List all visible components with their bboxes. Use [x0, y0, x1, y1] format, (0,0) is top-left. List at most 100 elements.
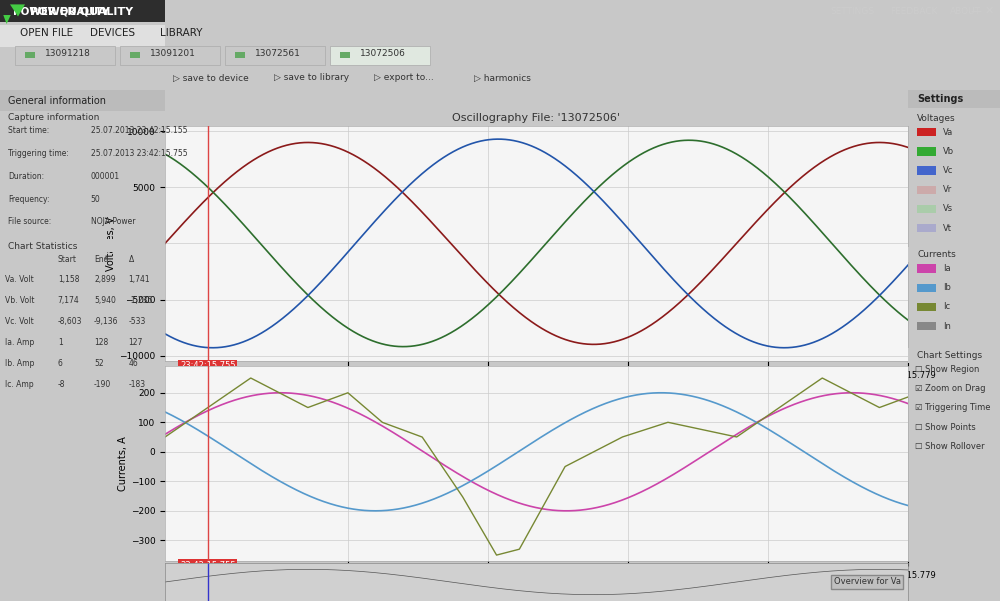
Bar — [0, 239, 165, 252]
Text: DEVICES: DEVICES — [90, 28, 135, 38]
Text: 13072561: 13072561 — [255, 49, 301, 58]
Bar — [120, 46, 220, 65]
Text: Δ: Δ — [129, 255, 134, 264]
Bar — [917, 166, 936, 175]
Text: POWER QUALITY: POWER QUALITY — [13, 6, 110, 16]
Bar — [908, 248, 1000, 263]
Bar — [917, 224, 936, 233]
Bar — [908, 349, 1000, 364]
Text: ▷ harmonics: ▷ harmonics — [474, 73, 531, 82]
Text: LIBRARY: LIBRARY — [160, 28, 203, 38]
Bar — [0, 111, 165, 123]
Text: SETTINGS: SETTINGS — [830, 7, 874, 16]
Bar — [0, 0, 165, 22]
Text: 13091218: 13091218 — [45, 49, 91, 58]
Text: ▷ save to library: ▷ save to library — [274, 73, 349, 82]
Bar — [917, 128, 936, 136]
Text: 127: 127 — [129, 338, 143, 347]
Bar — [917, 264, 936, 273]
Text: Frequency:: Frequency: — [8, 195, 50, 204]
Text: ☑ Zoom on Drag: ☑ Zoom on Drag — [915, 384, 986, 393]
Text: -183: -183 — [129, 380, 146, 389]
Text: Va: Va — [943, 127, 953, 136]
Text: 52: 52 — [94, 359, 104, 368]
Bar — [917, 205, 936, 213]
Text: ☑ Triggering Time: ☑ Triggering Time — [915, 403, 991, 412]
Text: ☐ Show Rollover: ☐ Show Rollover — [915, 442, 985, 451]
Bar — [330, 46, 430, 65]
Text: Ia: Ia — [943, 264, 951, 273]
Text: Currents: Currents — [917, 250, 956, 259]
Text: ☐ Show Region: ☐ Show Region — [915, 365, 980, 374]
Text: Vb: Vb — [943, 147, 954, 156]
Text: 6: 6 — [58, 359, 63, 368]
Text: -1,235: -1,235 — [129, 296, 153, 305]
Text: 7,174: 7,174 — [58, 296, 80, 305]
Text: 25.07.2013 23:42:15.755: 25.07.2013 23:42:15.755 — [91, 149, 187, 158]
Text: OPEN FILE: OPEN FILE — [20, 28, 73, 38]
Text: 128: 128 — [94, 338, 108, 347]
Text: Vc. Volt: Vc. Volt — [5, 317, 34, 326]
Bar — [225, 46, 325, 65]
Text: Vt: Vt — [943, 224, 952, 233]
Text: ▷ save to device: ▷ save to device — [173, 73, 249, 82]
Text: 5,940: 5,940 — [94, 296, 116, 305]
Bar — [917, 186, 936, 194]
Text: Overview for Va: Overview for Va — [834, 578, 901, 587]
Bar — [917, 284, 936, 292]
Text: FEEDBACK: FEEDBACK — [890, 7, 938, 16]
Text: File source:: File source: — [8, 218, 52, 227]
Bar — [908, 111, 1000, 126]
Text: ☐ Show Points: ☐ Show Points — [915, 423, 976, 432]
Text: 2,899: 2,899 — [94, 275, 116, 284]
Text: Vb. Volt: Vb. Volt — [5, 296, 34, 305]
Text: Ib. Amp: Ib. Amp — [5, 359, 34, 368]
Bar — [25, 52, 35, 58]
Text: In: In — [943, 322, 951, 331]
Text: 13091201: 13091201 — [150, 49, 196, 58]
Text: 1,741: 1,741 — [129, 275, 150, 284]
Bar — [0, 25, 165, 47]
Text: Ib: Ib — [943, 283, 951, 292]
Text: 1: 1 — [58, 338, 62, 347]
Text: 13072506: 13072506 — [360, 49, 406, 58]
Text: NOJA Power: NOJA Power — [91, 218, 135, 227]
Text: -190: -190 — [94, 380, 111, 389]
Text: Triggering time:: Triggering time: — [8, 149, 69, 158]
Text: 1,158: 1,158 — [58, 275, 79, 284]
Text: Chart Settings: Chart Settings — [917, 351, 982, 360]
Text: Ia. Amp: Ia. Amp — [5, 338, 34, 347]
Polygon shape — [3, 15, 11, 24]
Bar — [130, 52, 140, 58]
Bar — [917, 303, 936, 311]
Text: ▷ export to...: ▷ export to... — [374, 73, 434, 82]
Title: Oscillography File: '13072506': Oscillography File: '13072506' — [452, 114, 620, 123]
Text: -8: -8 — [58, 380, 65, 389]
Polygon shape — [10, 4, 25, 16]
Text: 50: 50 — [91, 195, 101, 204]
Y-axis label: Voltages, V: Voltages, V — [106, 216, 116, 270]
Text: —: — — [970, 6, 981, 16]
Text: Duration:: Duration: — [8, 172, 44, 181]
Text: Vr: Vr — [943, 185, 952, 194]
Text: Chart Statistics: Chart Statistics — [8, 242, 78, 251]
Text: -533: -533 — [129, 317, 146, 326]
Text: Ic: Ic — [943, 302, 950, 311]
Text: -9,136: -9,136 — [94, 317, 119, 326]
Text: -8,603: -8,603 — [58, 317, 82, 326]
Text: 23:42:15.755: 23:42:15.755 — [180, 561, 236, 570]
Text: 23:42:15.755: 23:42:15.755 — [180, 361, 236, 370]
Text: ✕: ✕ — [985, 6, 994, 16]
Text: Settings: Settings — [917, 94, 963, 104]
Bar — [0, 90, 165, 111]
Text: Voltages: Voltages — [917, 114, 956, 123]
Text: Ic. Amp: Ic. Amp — [5, 380, 34, 389]
Text: POWER QUALITY: POWER QUALITY — [30, 6, 133, 16]
Text: Start: Start — [58, 255, 77, 264]
Text: 25.07.2013 23:42:15.155: 25.07.2013 23:42:15.155 — [91, 126, 187, 135]
Bar — [235, 52, 245, 58]
Bar — [15, 46, 115, 65]
Text: 46: 46 — [129, 359, 138, 368]
Text: ABOUT: ABOUT — [950, 7, 981, 16]
Bar — [917, 322, 936, 331]
